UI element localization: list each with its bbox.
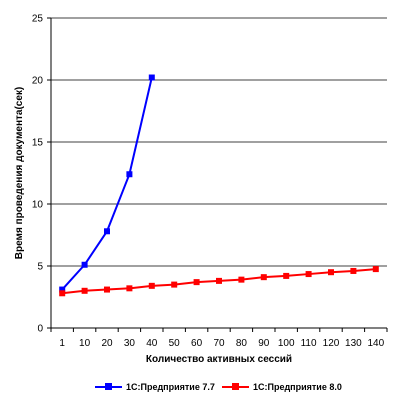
x-tick-label: 40 xyxy=(146,338,158,349)
y-tick-label: 25 xyxy=(32,14,44,25)
series-1-point xyxy=(104,286,110,293)
x-tick-labels: 1 10 20 30 40 50 60 70 80 90 100 110 120 130 140 xyxy=(59,338,384,349)
x-tick-label: 90 xyxy=(258,338,270,349)
x-tick-label: 30 xyxy=(124,338,136,349)
series-1-point xyxy=(260,274,267,281)
series-1-point xyxy=(148,282,155,289)
y-tick-label: 0 xyxy=(37,324,43,335)
series-1-point xyxy=(126,285,133,292)
series-1-point xyxy=(193,279,200,286)
x-tick-label: 140 xyxy=(367,338,384,349)
series-1-point xyxy=(59,290,66,297)
x-tick-label: 70 xyxy=(213,338,225,349)
series-0-point xyxy=(148,74,155,81)
x-tick-label: 50 xyxy=(169,338,181,349)
series-1-point xyxy=(372,266,379,273)
series-1-point xyxy=(238,276,245,283)
y-tick-label: 10 xyxy=(32,200,44,211)
series-0-point xyxy=(59,286,66,293)
x-tick-label: 80 xyxy=(236,338,248,349)
series-1-point xyxy=(350,267,357,274)
series-group xyxy=(59,74,379,297)
legend-item-7-7: 1С:Предприятие 7.7 xyxy=(95,382,215,392)
x-tick-label: 1 xyxy=(59,338,65,349)
legend-marker-7-7 xyxy=(105,383,112,390)
legend: 1С:Предприятие 7.7 1С:Предприятие 8.0 xyxy=(95,382,342,392)
legend-item-8-0: 1С:Предприятие 8.0 xyxy=(222,382,342,392)
x-tick-label: 110 xyxy=(301,338,317,349)
series-1-point xyxy=(283,272,290,279)
y-tick-labels: 0 5 10 15 20 25 xyxy=(32,14,44,335)
series-1-point xyxy=(171,281,178,288)
x-tick-label: 10 xyxy=(79,338,91,349)
x-tick-label: 120 xyxy=(323,338,340,349)
series-0-point xyxy=(104,228,110,235)
y-tick-label: 20 xyxy=(32,76,44,87)
legend-label-7-7: 1С:Предприятие 7.7 xyxy=(126,382,215,392)
series-1-point xyxy=(216,277,222,284)
legend-label-8-0: 1С:Предприятие 8.0 xyxy=(253,382,342,392)
x-tick-label: 130 xyxy=(345,338,362,349)
plot-area xyxy=(51,18,387,328)
gridlines xyxy=(51,17,387,267)
y-tick-label: 5 xyxy=(37,262,43,273)
y-tick-label: 15 xyxy=(32,138,44,149)
series-1-point xyxy=(81,287,88,294)
x-tick-label: 100 xyxy=(278,338,295,349)
x-tick-label: 60 xyxy=(191,338,203,349)
series-0-point xyxy=(81,261,88,268)
x-axis-title: Количество активных сессий xyxy=(146,354,292,365)
legend-marker-8-0 xyxy=(232,383,239,390)
series-1-point xyxy=(305,271,312,278)
series-0-point xyxy=(126,171,133,178)
y-axis-title: Время проведения документа(сек) xyxy=(14,87,25,259)
axes xyxy=(47,17,388,332)
series-1-point xyxy=(328,269,334,276)
x-tick-label: 20 xyxy=(101,338,113,349)
